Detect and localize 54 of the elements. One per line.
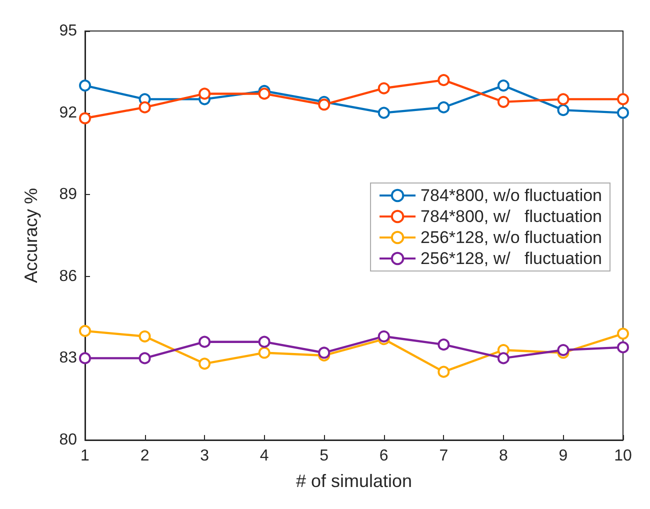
x-tick-label: 10 bbox=[614, 448, 632, 464]
point bbox=[258, 88, 270, 100]
point bbox=[198, 336, 211, 348]
point bbox=[617, 106, 629, 119]
x-tick-label: 5 bbox=[320, 448, 329, 464]
point bbox=[378, 106, 390, 119]
point bbox=[138, 101, 151, 114]
point bbox=[557, 93, 570, 106]
x-axis-title: # of simulation bbox=[296, 471, 412, 491]
x-tick-label: 7 bbox=[439, 448, 448, 464]
point bbox=[138, 352, 151, 364]
legend-label: 256*128, w/ fluctuation bbox=[420, 249, 602, 268]
x-tick-label: 6 bbox=[379, 448, 388, 464]
point bbox=[438, 101, 450, 114]
point bbox=[258, 336, 270, 348]
point bbox=[378, 330, 390, 342]
y-tick-label: 89 bbox=[59, 186, 78, 204]
point bbox=[318, 346, 330, 359]
point bbox=[79, 80, 91, 92]
x-tick-label: 9 bbox=[558, 448, 568, 464]
x-tick-label: 1 bbox=[80, 448, 90, 464]
point bbox=[438, 74, 450, 86]
point bbox=[497, 96, 510, 108]
y-axis-title: Accuracy % bbox=[21, 188, 41, 284]
y-tick-label: 95 bbox=[59, 22, 78, 40]
legend-label: 784*800, w/o fluctuation bbox=[420, 186, 602, 205]
point bbox=[79, 324, 91, 337]
point bbox=[557, 344, 570, 356]
point bbox=[79, 112, 91, 124]
point bbox=[617, 341, 629, 354]
y-tick-label: 80 bbox=[59, 432, 78, 448]
x-tick-label: 4 bbox=[260, 448, 269, 464]
y-tick-label: 86 bbox=[59, 268, 78, 285]
point bbox=[617, 93, 629, 106]
point bbox=[497, 352, 510, 364]
y-tick-label: 83 bbox=[59, 350, 78, 367]
legend-label: 256*128, w/o fluctuation bbox=[420, 228, 602, 247]
point bbox=[378, 82, 390, 94]
legend-label: 784*800, w/ fluctuation bbox=[420, 207, 602, 226]
point bbox=[138, 330, 151, 342]
x-tick-label: 3 bbox=[200, 448, 210, 464]
y-tick-label: 92 bbox=[59, 104, 78, 122]
point bbox=[497, 80, 510, 92]
point bbox=[617, 328, 629, 340]
point bbox=[318, 98, 330, 111]
point bbox=[198, 88, 211, 100]
point bbox=[79, 352, 91, 364]
x-tick-label: 8 bbox=[498, 448, 508, 464]
point bbox=[557, 104, 570, 116]
point bbox=[258, 346, 270, 359]
x-tick-label: 2 bbox=[140, 448, 150, 464]
point bbox=[438, 338, 450, 351]
point bbox=[198, 358, 211, 370]
point bbox=[438, 366, 450, 378]
